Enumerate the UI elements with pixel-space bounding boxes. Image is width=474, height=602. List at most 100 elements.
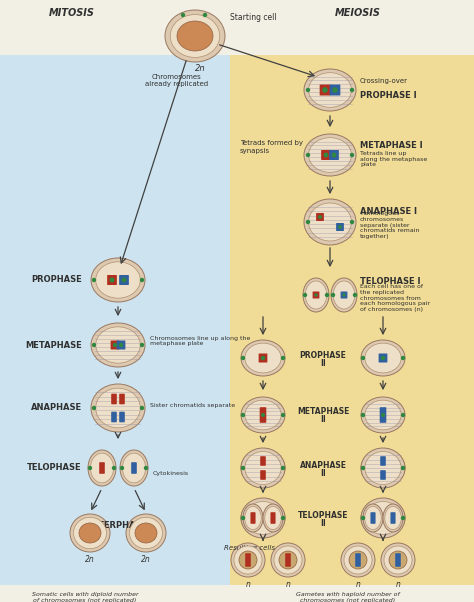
Ellipse shape xyxy=(365,506,381,530)
Ellipse shape xyxy=(309,203,351,241)
Ellipse shape xyxy=(365,503,401,533)
Ellipse shape xyxy=(324,152,328,158)
Text: Somatic cells with diploid number
of chromosomes (not replicated): Somatic cells with diploid number of chr… xyxy=(32,592,138,602)
FancyBboxPatch shape xyxy=(316,213,320,221)
FancyBboxPatch shape xyxy=(312,291,316,299)
Ellipse shape xyxy=(349,551,367,569)
Ellipse shape xyxy=(350,220,354,224)
FancyBboxPatch shape xyxy=(326,150,331,160)
Text: n: n xyxy=(356,580,360,589)
Ellipse shape xyxy=(241,500,285,536)
Ellipse shape xyxy=(129,517,163,548)
Ellipse shape xyxy=(109,278,115,282)
Ellipse shape xyxy=(331,152,337,158)
Text: METAPHASE: METAPHASE xyxy=(25,341,82,350)
Ellipse shape xyxy=(353,293,357,297)
Text: Each cell has one of
the replicated
chromosomes from
each homologous pair
of chr: Each cell has one of the replicated chro… xyxy=(360,284,430,312)
FancyBboxPatch shape xyxy=(115,341,119,350)
Ellipse shape xyxy=(341,543,375,577)
Ellipse shape xyxy=(263,504,283,532)
Ellipse shape xyxy=(318,215,322,219)
Ellipse shape xyxy=(239,551,257,569)
Ellipse shape xyxy=(303,293,307,297)
Ellipse shape xyxy=(365,501,401,535)
FancyBboxPatch shape xyxy=(391,512,395,524)
Text: 2n: 2n xyxy=(141,555,151,564)
Ellipse shape xyxy=(245,506,261,530)
Text: Homologous
chromosomes
separate (sister
chromatids remain
together): Homologous chromosomes separate (sister … xyxy=(360,211,419,239)
FancyBboxPatch shape xyxy=(380,407,386,423)
Ellipse shape xyxy=(322,87,328,93)
Ellipse shape xyxy=(140,406,144,410)
Ellipse shape xyxy=(350,88,354,92)
Ellipse shape xyxy=(381,356,385,360)
Ellipse shape xyxy=(350,153,354,157)
Text: PROPHASE: PROPHASE xyxy=(31,276,82,285)
Ellipse shape xyxy=(245,400,281,430)
FancyBboxPatch shape xyxy=(319,84,325,96)
Ellipse shape xyxy=(245,503,281,533)
Ellipse shape xyxy=(401,466,405,470)
Ellipse shape xyxy=(361,498,405,538)
Ellipse shape xyxy=(384,546,412,574)
Ellipse shape xyxy=(365,343,401,373)
FancyBboxPatch shape xyxy=(117,341,121,350)
Ellipse shape xyxy=(241,397,285,433)
Bar xyxy=(0,55,230,585)
FancyBboxPatch shape xyxy=(344,291,347,299)
FancyBboxPatch shape xyxy=(335,84,340,96)
Ellipse shape xyxy=(303,278,329,312)
FancyBboxPatch shape xyxy=(112,275,117,285)
Text: II: II xyxy=(320,359,326,367)
Ellipse shape xyxy=(306,220,310,224)
Ellipse shape xyxy=(122,453,146,483)
Ellipse shape xyxy=(92,343,96,347)
Text: Gametes with haploid number of
chromosomes (not replicated): Gametes with haploid number of chromosom… xyxy=(296,592,400,602)
FancyBboxPatch shape xyxy=(316,291,319,299)
Bar xyxy=(0,0,474,55)
Ellipse shape xyxy=(261,356,265,360)
Ellipse shape xyxy=(91,453,114,483)
Ellipse shape xyxy=(243,504,263,532)
FancyBboxPatch shape xyxy=(260,407,266,423)
Ellipse shape xyxy=(389,551,407,569)
Ellipse shape xyxy=(381,543,415,577)
FancyBboxPatch shape xyxy=(395,553,401,567)
Text: MEIOSIS: MEIOSIS xyxy=(335,8,381,18)
Text: PROPHASE: PROPHASE xyxy=(300,350,346,359)
Ellipse shape xyxy=(361,413,365,417)
Ellipse shape xyxy=(306,88,310,92)
Ellipse shape xyxy=(91,258,145,302)
Ellipse shape xyxy=(181,13,185,17)
FancyBboxPatch shape xyxy=(245,553,251,567)
Ellipse shape xyxy=(96,262,140,298)
Ellipse shape xyxy=(245,343,281,373)
Ellipse shape xyxy=(119,343,123,347)
Text: ANAPHASE I: ANAPHASE I xyxy=(360,206,417,216)
Ellipse shape xyxy=(314,293,318,297)
Ellipse shape xyxy=(245,501,281,535)
FancyBboxPatch shape xyxy=(260,456,266,466)
Text: n: n xyxy=(396,580,401,589)
FancyBboxPatch shape xyxy=(107,275,112,285)
Ellipse shape xyxy=(241,466,245,470)
Ellipse shape xyxy=(96,388,140,428)
Ellipse shape xyxy=(361,500,405,536)
FancyBboxPatch shape xyxy=(271,512,275,524)
FancyBboxPatch shape xyxy=(250,512,255,524)
Ellipse shape xyxy=(234,546,262,574)
Ellipse shape xyxy=(241,413,245,417)
Text: n: n xyxy=(246,580,250,589)
Ellipse shape xyxy=(306,153,310,157)
FancyBboxPatch shape xyxy=(111,394,117,405)
Text: n: n xyxy=(285,580,291,589)
Text: Resulting cells: Resulting cells xyxy=(224,545,275,551)
Ellipse shape xyxy=(241,516,245,520)
Ellipse shape xyxy=(361,340,405,376)
Ellipse shape xyxy=(305,281,327,309)
Text: Cytokinesis: Cytokinesis xyxy=(153,471,189,476)
Ellipse shape xyxy=(241,448,285,488)
Ellipse shape xyxy=(96,327,140,363)
Text: Tetrads formed by
synapsis: Tetrads formed by synapsis xyxy=(240,140,303,154)
FancyBboxPatch shape xyxy=(371,512,375,524)
